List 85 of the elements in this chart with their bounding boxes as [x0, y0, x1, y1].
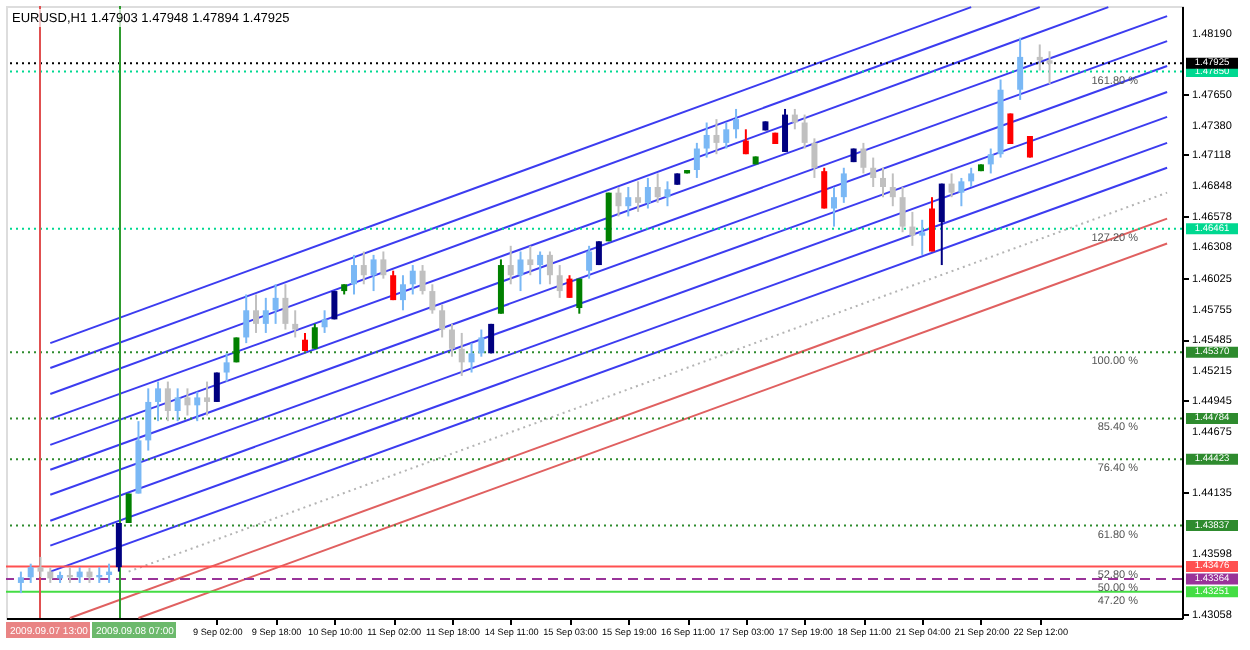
candlestick — [831, 186, 838, 228]
candlestick — [253, 293, 260, 334]
candlestick — [899, 186, 906, 234]
candlestick — [1046, 50, 1053, 86]
candlestick — [938, 182, 945, 267]
candlestick — [390, 269, 397, 302]
candlestick — [801, 113, 808, 150]
candlestick — [155, 380, 162, 423]
candlestick — [880, 166, 886, 199]
candlestick — [546, 250, 553, 286]
candlestick — [145, 387, 152, 452]
candlestick — [576, 277, 583, 315]
candlestick — [243, 293, 250, 345]
candlestick — [106, 562, 113, 584]
candlestick — [919, 218, 926, 256]
candlestick — [458, 331, 465, 377]
candlestick — [948, 172, 955, 199]
candlestick — [194, 390, 201, 423]
candlestick — [968, 166, 975, 188]
candlestick — [713, 118, 720, 156]
candlestick — [233, 336, 240, 364]
candlestick — [615, 186, 622, 218]
candlestick — [889, 172, 896, 208]
candlestick — [723, 121, 730, 150]
candlestick — [693, 141, 700, 179]
candlestick — [419, 264, 426, 296]
candlestick — [311, 322, 318, 350]
candlestick — [811, 137, 818, 179]
candlestick — [370, 253, 377, 293]
candlestick — [1026, 135, 1033, 159]
candlestick — [350, 253, 357, 296]
candlestick — [292, 309, 299, 339]
candlestick — [654, 172, 661, 204]
candlestick — [115, 521, 122, 573]
candlestick — [429, 283, 436, 315]
candlestick — [272, 283, 279, 325]
candlestick — [517, 250, 524, 293]
candlestick — [840, 166, 847, 204]
candlestick — [537, 250, 544, 286]
candlestick — [909, 210, 916, 247]
candlestick — [644, 176, 651, 210]
candlestick — [733, 107, 740, 140]
candlestick — [928, 196, 935, 253]
candlestick — [17, 570, 24, 595]
candlestick — [448, 322, 455, 358]
candlestick — [625, 186, 632, 218]
candlestick — [566, 274, 573, 299]
candlestick — [782, 107, 789, 153]
candlestick — [664, 180, 671, 208]
candlestick — [635, 180, 642, 213]
candlestick — [586, 244, 593, 280]
candlestick — [27, 562, 34, 584]
candlestick — [409, 264, 416, 296]
candlestick — [1007, 112, 1014, 146]
candlestick — [174, 387, 181, 423]
candlestick — [321, 309, 328, 334]
candlestick — [860, 141, 867, 175]
candlestick — [1017, 36, 1024, 101]
candlestick — [556, 264, 563, 299]
candlestick — [870, 156, 877, 188]
candlestick — [282, 283, 289, 331]
candlestick — [791, 107, 798, 131]
candlestick — [204, 380, 211, 417]
candlestick — [958, 176, 965, 208]
candlestick — [439, 303, 446, 339]
candlestick — [987, 147, 994, 175]
candlestick — [223, 352, 230, 383]
candlestick — [507, 244, 514, 286]
candlestick — [331, 290, 338, 321]
candlestick — [262, 296, 269, 334]
candlestick — [380, 250, 387, 280]
candlestick — [478, 328, 485, 358]
candlestick — [360, 250, 367, 286]
candlestick — [527, 244, 534, 277]
candlestick — [125, 492, 132, 524]
candlestick — [164, 380, 171, 423]
candlestick — [213, 371, 220, 403]
candlestick — [742, 128, 749, 156]
candlestick — [184, 387, 191, 417]
candlestick — [468, 342, 475, 374]
candlestick — [399, 274, 406, 312]
candlestick — [821, 166, 828, 210]
candlestick — [703, 121, 710, 159]
candlestick — [37, 555, 44, 579]
candlestick — [1036, 43, 1043, 72]
